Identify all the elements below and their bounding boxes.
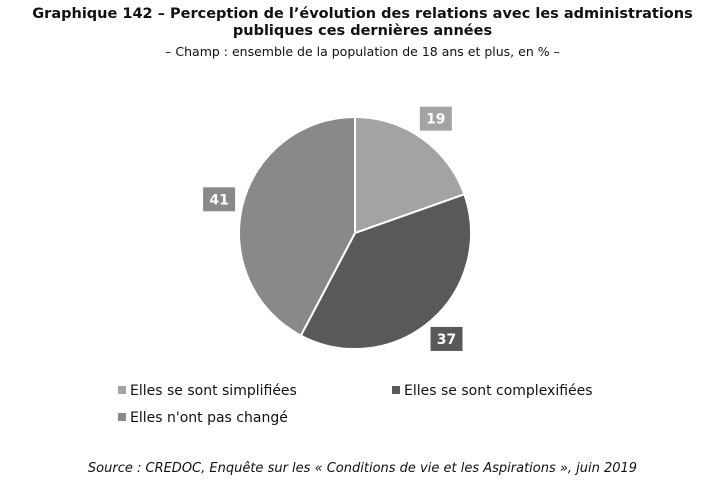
legend-label: Elles n'ont pas changé [130, 410, 288, 426]
value-label-box [430, 326, 463, 351]
legend-swatch [118, 386, 126, 394]
pie-slice [299, 193, 472, 350]
source-note: Source : CREDOC, Enquête sur les « Condi… [87, 461, 638, 476]
pie-slice [238, 115, 356, 337]
value-label: 37 [437, 332, 456, 348]
value-label: 41 [209, 192, 228, 208]
legend-swatch [392, 386, 400, 394]
chart-title: Graphique 142 – Perception de l’évolutio… [32, 6, 693, 39]
value-label-box [419, 106, 452, 131]
value-label: 19 [426, 112, 445, 128]
value-label-box [203, 187, 236, 212]
pie-slice [354, 115, 466, 235]
legend-label: Elles se sont simplifiées [130, 383, 297, 399]
legend-label: Elles se sont complexifiées [404, 383, 593, 399]
chart-subtitle: – Champ : ensemble de la population de 1… [165, 44, 560, 59]
legend-swatch [118, 413, 126, 421]
